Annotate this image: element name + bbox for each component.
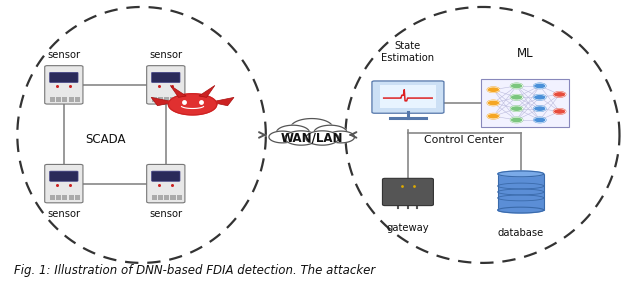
Polygon shape [269,131,296,143]
Polygon shape [211,98,234,106]
Polygon shape [151,98,175,106]
Polygon shape [534,83,546,89]
Bar [177,97,182,101]
Polygon shape [170,85,186,98]
Bar [152,97,157,101]
Polygon shape [498,171,543,177]
Text: SCADA: SCADA [85,133,125,146]
Polygon shape [199,85,215,98]
Text: Control Center: Control Center [424,135,504,146]
Bar [68,195,74,200]
Text: State
Estimation: State Estimation [381,41,435,63]
FancyBboxPatch shape [147,66,185,104]
FancyBboxPatch shape [50,171,78,181]
Polygon shape [511,117,523,123]
Text: ML: ML [517,47,534,60]
Bar [164,195,170,200]
Text: database: database [497,228,544,238]
FancyBboxPatch shape [380,85,436,108]
FancyBboxPatch shape [50,72,78,83]
FancyBboxPatch shape [152,171,180,181]
FancyBboxPatch shape [147,164,185,203]
Polygon shape [276,125,309,140]
Polygon shape [554,109,566,114]
Bar [170,195,175,200]
Text: sensor: sensor [149,50,182,60]
Polygon shape [534,95,546,100]
Text: gateway: gateway [387,223,429,233]
Bar [50,97,55,101]
Bar [56,195,61,200]
Polygon shape [511,106,523,111]
Bar [62,195,67,200]
FancyBboxPatch shape [45,66,83,104]
Bar [152,195,157,200]
Bar [164,97,170,101]
Polygon shape [314,125,347,140]
Text: Fig. 1: Illustration of DNN-based FDIA detection. The attacker: Fig. 1: Illustration of DNN-based FDIA d… [14,264,376,277]
Polygon shape [487,87,499,92]
FancyBboxPatch shape [45,164,83,203]
Polygon shape [328,131,355,143]
Bar [498,174,543,210]
Text: sensor: sensor [149,209,182,219]
Bar [68,97,74,101]
Bar [75,97,80,101]
Polygon shape [511,83,523,89]
Text: sensor: sensor [47,209,81,219]
Bar [50,195,55,200]
Polygon shape [168,94,217,115]
Text: WAN/LAN: WAN/LAN [280,131,343,144]
Polygon shape [534,106,546,111]
Polygon shape [487,100,499,106]
Bar [56,97,61,101]
Polygon shape [554,92,566,97]
FancyBboxPatch shape [372,81,444,113]
Polygon shape [285,131,317,145]
Bar [177,195,182,200]
FancyBboxPatch shape [383,178,433,206]
FancyBboxPatch shape [152,72,180,83]
Bar [158,97,163,101]
Bar [170,97,175,101]
Polygon shape [511,95,523,100]
Bar [62,97,67,101]
Polygon shape [487,114,499,119]
Polygon shape [291,119,333,137]
Polygon shape [534,117,546,123]
Polygon shape [306,131,339,145]
Text: sensor: sensor [47,50,81,60]
Bar [158,195,163,200]
Polygon shape [498,207,543,213]
Bar [75,195,80,200]
FancyBboxPatch shape [481,79,570,127]
